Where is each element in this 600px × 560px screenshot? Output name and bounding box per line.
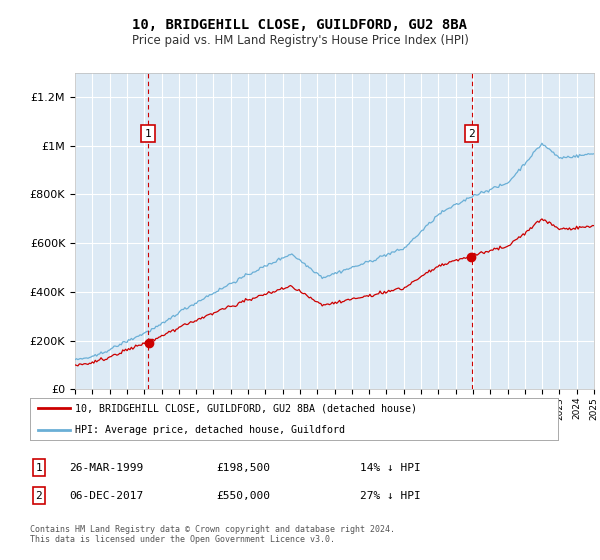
Text: 2: 2 — [35, 491, 43, 501]
Text: 06-DEC-2017: 06-DEC-2017 — [69, 491, 143, 501]
Text: 1: 1 — [35, 463, 43, 473]
Text: HPI: Average price, detached house, Guildford: HPI: Average price, detached house, Guil… — [75, 426, 345, 435]
Text: 10, BRIDGEHILL CLOSE, GUILDFORD, GU2 8BA (detached house): 10, BRIDGEHILL CLOSE, GUILDFORD, GU2 8BA… — [75, 403, 417, 413]
Text: 1: 1 — [145, 129, 152, 139]
Text: 26-MAR-1999: 26-MAR-1999 — [69, 463, 143, 473]
Text: 2: 2 — [468, 129, 475, 139]
Text: £198,500: £198,500 — [216, 463, 270, 473]
Text: Price paid vs. HM Land Registry's House Price Index (HPI): Price paid vs. HM Land Registry's House … — [131, 34, 469, 47]
Text: £550,000: £550,000 — [216, 491, 270, 501]
Text: 27% ↓ HPI: 27% ↓ HPI — [360, 491, 421, 501]
Text: 14% ↓ HPI: 14% ↓ HPI — [360, 463, 421, 473]
Text: 10, BRIDGEHILL CLOSE, GUILDFORD, GU2 8BA: 10, BRIDGEHILL CLOSE, GUILDFORD, GU2 8BA — [133, 18, 467, 32]
Text: Contains HM Land Registry data © Crown copyright and database right 2024.
This d: Contains HM Land Registry data © Crown c… — [30, 525, 395, 544]
